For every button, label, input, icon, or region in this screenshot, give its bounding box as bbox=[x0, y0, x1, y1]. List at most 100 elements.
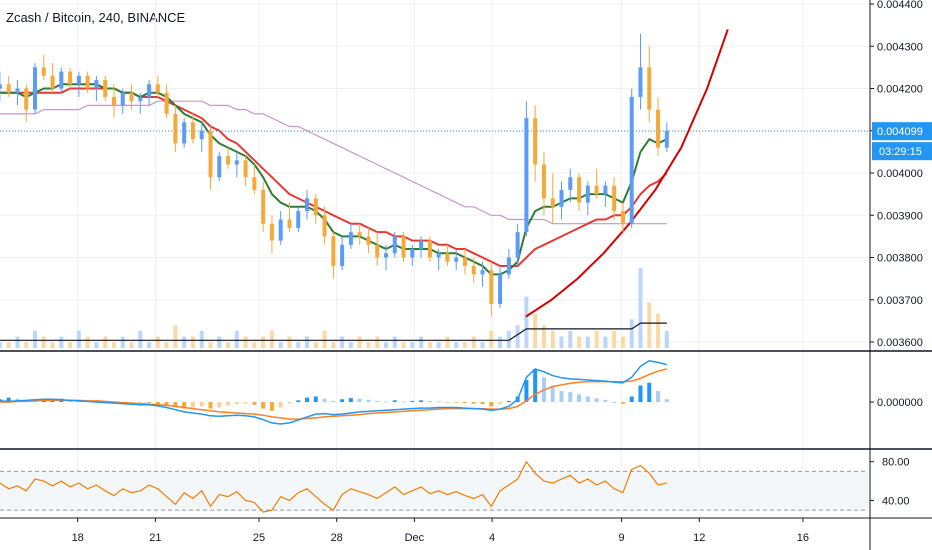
volume-bar bbox=[269, 330, 274, 348]
volume-bar bbox=[489, 330, 494, 348]
candle-body bbox=[559, 189, 564, 207]
macd-histogram-bar bbox=[252, 402, 257, 405]
volume-bar bbox=[138, 330, 143, 348]
volume-bar bbox=[50, 342, 55, 348]
candle-body bbox=[506, 257, 511, 275]
volume-bar bbox=[357, 336, 362, 348]
volume-bar bbox=[182, 336, 187, 348]
macd-histogram-bar bbox=[261, 402, 266, 409]
macd-line bbox=[0, 360, 667, 425]
candle-body bbox=[6, 84, 11, 93]
candle-body bbox=[462, 257, 467, 266]
macd-histogram-bar bbox=[480, 402, 485, 405]
macd-histogram-bar bbox=[612, 402, 617, 403]
macd-histogram-bar bbox=[489, 402, 494, 407]
macd-histogram-bar bbox=[462, 402, 467, 404]
candle-body bbox=[155, 84, 160, 93]
candle-body bbox=[147, 84, 152, 97]
candle-body bbox=[208, 130, 213, 178]
volume-bar bbox=[366, 342, 371, 348]
volume-bar bbox=[392, 336, 397, 348]
indicator-lines bbox=[0, 29, 868, 318]
candle-body bbox=[577, 177, 582, 203]
volume-bar bbox=[436, 342, 441, 348]
volume-bar bbox=[629, 319, 634, 348]
sma-purple-line bbox=[0, 100, 667, 225]
volume-bar bbox=[32, 330, 37, 348]
macd-histogram-bar bbox=[419, 400, 424, 402]
price-tick-label: 0.003600 bbox=[877, 337, 923, 349]
volume-bar bbox=[524, 296, 529, 348]
candle-body bbox=[76, 75, 81, 85]
volume-bar bbox=[550, 330, 555, 348]
time-tick-label: 21 bbox=[149, 532, 161, 544]
price-tick-label: 0.004400 bbox=[877, 0, 923, 11]
macd-histogram-bar bbox=[568, 392, 573, 402]
volume-bar bbox=[76, 330, 81, 348]
macd-histogram-bar bbox=[287, 402, 292, 404]
macd-histogram-bar bbox=[234, 402, 239, 405]
macd-histogram-bar bbox=[445, 402, 450, 403]
volume-bar bbox=[577, 336, 582, 348]
candle-body bbox=[366, 236, 371, 245]
volume-bar bbox=[340, 336, 345, 348]
rsi-line bbox=[0, 460, 667, 513]
candle-body bbox=[480, 270, 485, 275]
axis-labels: 0.0044000.0043000.0042000.0041000.004000… bbox=[72, 0, 932, 544]
macd-histogram-bar bbox=[155, 402, 160, 405]
macd-histogram-bar bbox=[269, 402, 274, 411]
candle-body bbox=[278, 219, 283, 241]
candle-body bbox=[401, 236, 406, 258]
candle-body bbox=[24, 88, 29, 110]
candle-body bbox=[383, 253, 388, 258]
candle-body bbox=[392, 236, 397, 254]
macd-histogram-bar bbox=[524, 380, 529, 402]
candle-body bbox=[41, 67, 46, 76]
macd-histogram-bar bbox=[217, 402, 222, 408]
macd-histogram-bar bbox=[436, 401, 441, 403]
macd-histogram-bar bbox=[383, 401, 388, 403]
volume-bar bbox=[252, 342, 257, 348]
candle-body bbox=[226, 156, 231, 165]
volume-bar bbox=[541, 325, 546, 348]
time-tick-label: 9 bbox=[619, 532, 625, 544]
volume-bar bbox=[208, 342, 213, 348]
volume-bar bbox=[348, 342, 353, 348]
macd-histogram-bar bbox=[664, 399, 669, 402]
volume-bar bbox=[129, 342, 134, 348]
candle-body bbox=[612, 185, 617, 212]
macd-histogram-bar bbox=[278, 402, 283, 408]
volume-bar bbox=[322, 330, 327, 348]
macd-histogram-bar bbox=[322, 398, 327, 402]
volume-bar bbox=[506, 330, 511, 348]
candle-body bbox=[533, 118, 538, 165]
macd-histogram-bar bbox=[647, 382, 652, 402]
macd-histogram-bar bbox=[559, 391, 564, 402]
volume-bar bbox=[427, 342, 432, 348]
macd-histogram-bar bbox=[243, 402, 248, 404]
candle-body bbox=[436, 253, 441, 258]
macd-histogram-bar bbox=[348, 398, 353, 402]
volume-bar bbox=[243, 336, 248, 348]
volume-bar bbox=[585, 336, 590, 348]
macd-histogram-bar bbox=[6, 397, 11, 402]
candle-body bbox=[199, 130, 204, 140]
candle-body bbox=[515, 232, 520, 258]
candle-body bbox=[331, 236, 336, 266]
volume-bar bbox=[410, 342, 415, 348]
volume-bar bbox=[515, 325, 520, 348]
volume-bar bbox=[480, 342, 485, 348]
candle-body bbox=[322, 215, 327, 237]
price-tick-label: 0.004200 bbox=[877, 84, 923, 96]
candle-body bbox=[296, 211, 301, 228]
macd-histogram-bar bbox=[454, 402, 459, 403]
macd-histogram-bar bbox=[147, 402, 152, 404]
candle-body bbox=[15, 88, 20, 93]
macd-histogram-bar bbox=[550, 385, 555, 402]
macd-histogram-bar bbox=[594, 398, 599, 402]
macd-tick-label: 0.000000 bbox=[877, 397, 923, 409]
volume-bar bbox=[498, 336, 503, 348]
candle-body bbox=[454, 257, 459, 262]
